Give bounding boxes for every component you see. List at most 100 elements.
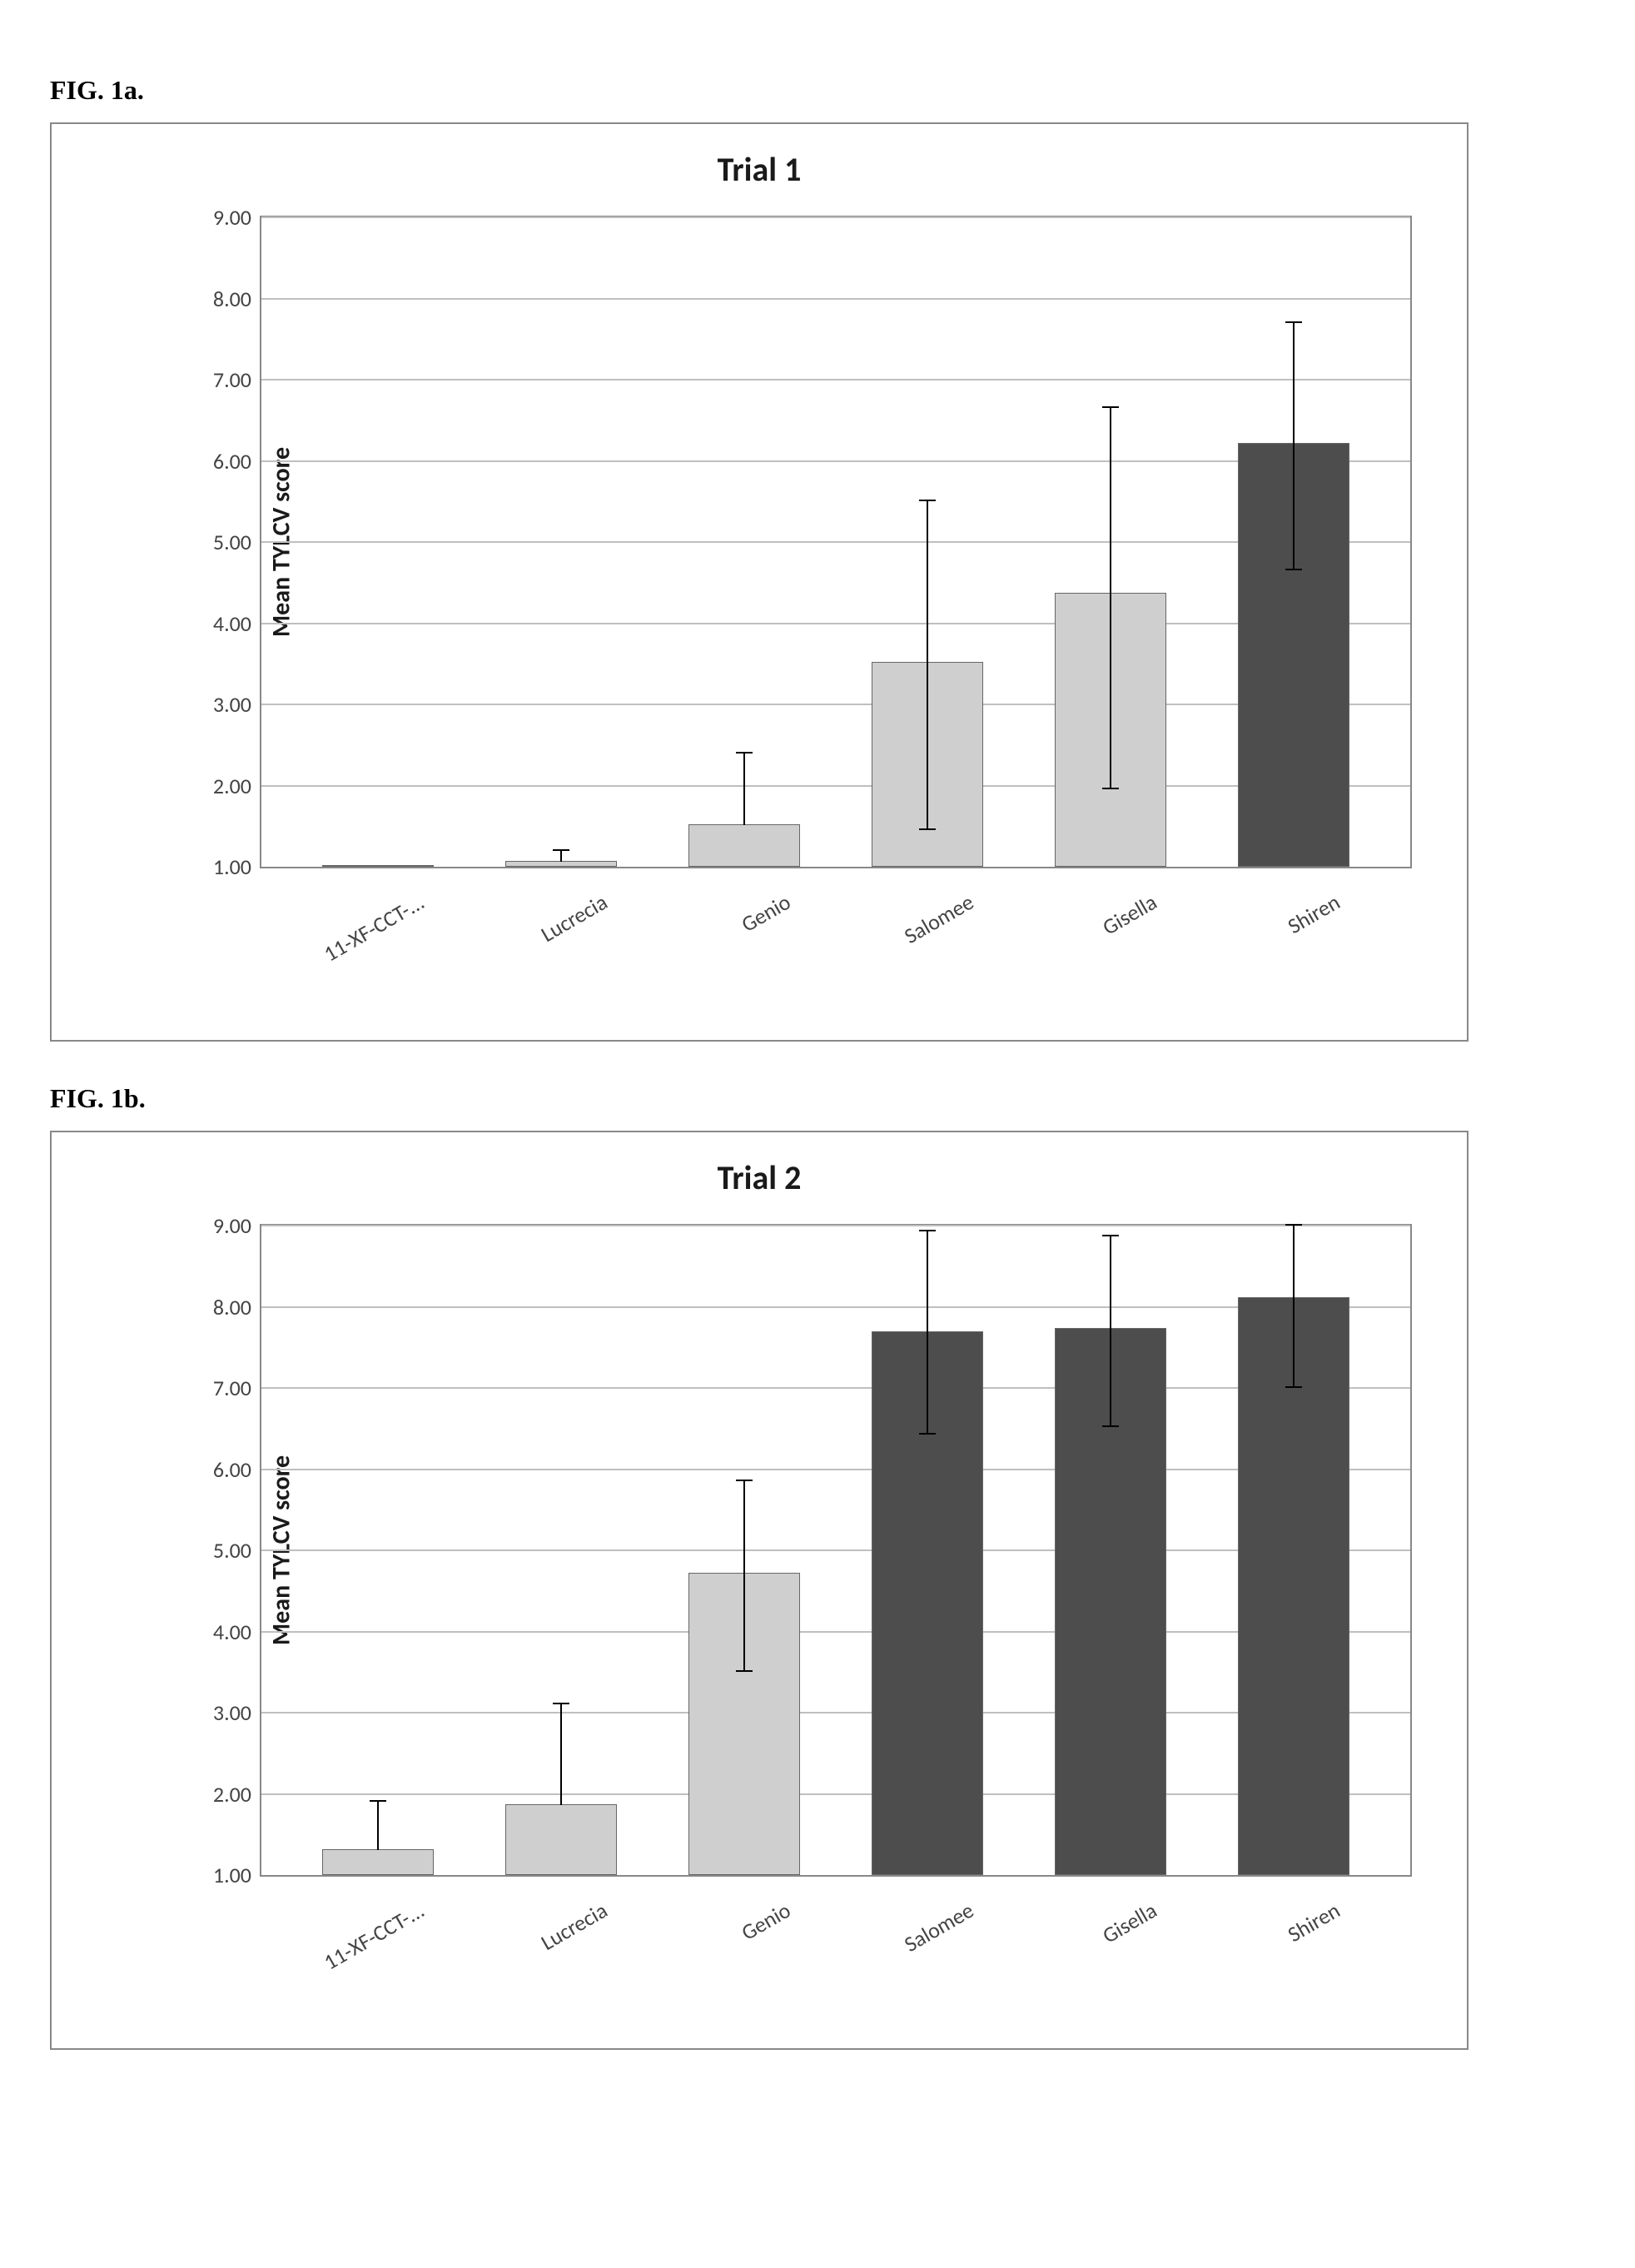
- ytick-label: 4.00: [213, 1619, 261, 1645]
- error-bar-down: [1110, 594, 1111, 788]
- bar: [1238, 1297, 1349, 1875]
- ytick-label: 4.00: [213, 610, 261, 637]
- bar-slot: Shiren: [1202, 1226, 1385, 1875]
- bar: [872, 1331, 983, 1875]
- error-cap: [553, 1703, 569, 1704]
- error-cap: [736, 1670, 753, 1672]
- xtick-label: Lucrecia: [442, 1875, 612, 2003]
- xtick-label: 11-XF-CCT-...: [259, 867, 429, 995]
- error-bar-down: [1293, 444, 1295, 569]
- chart-a-container: Trial 1 Mean TYLCV score 1.002.003.004.0…: [50, 122, 1469, 1042]
- chart-a-plot: Mean TYLCV score 1.002.003.004.005.006.0…: [260, 216, 1412, 868]
- ytick-label: 5.00: [213, 529, 261, 555]
- ytick-label: 7.00: [213, 366, 261, 393]
- bars-group: 11-XF-CCT-...LucreciaGenioSalomeeGisella…: [261, 217, 1410, 867]
- bar-slot: Shiren: [1202, 217, 1385, 867]
- xtick-label: Genio: [625, 1875, 795, 2003]
- error-cap: [1285, 1224, 1302, 1226]
- xtick-label: Shiren: [1175, 867, 1344, 995]
- ytick-label: 1.00: [213, 853, 261, 880]
- ytick-label: 2.00: [213, 1781, 261, 1808]
- xtick-label: Salomee: [808, 867, 978, 995]
- bar-slot: Lucrecia: [470, 217, 653, 867]
- bar: [1055, 593, 1166, 867]
- error-cap: [1102, 406, 1119, 408]
- ytick-label: 8.00: [213, 286, 261, 312]
- bar: [688, 1573, 800, 1875]
- chart-b-container: Trial 2 Mean TYLCV score 1.002.003.004.0…: [50, 1131, 1469, 2050]
- ytick-label: 1.00: [213, 1862, 261, 1888]
- ytick-label: 5.00: [213, 1537, 261, 1564]
- bar-slot: 11-XF-CCT-...: [286, 217, 470, 867]
- bar-slot: Genio: [653, 217, 836, 867]
- error-bar-up: [1293, 1225, 1295, 1298]
- error-cap: [736, 752, 753, 754]
- error-cap: [1285, 569, 1302, 570]
- error-cap: [736, 1480, 753, 1481]
- xtick-label: Gisella: [991, 867, 1161, 995]
- bar-slot: Salomee: [836, 1226, 1019, 1875]
- chart-b-title: Trial 2: [52, 1132, 1467, 1198]
- ytick-label: 9.00: [213, 1212, 261, 1239]
- error-cap: [1102, 1425, 1119, 1427]
- bars-group: 11-XF-CCT-...LucreciaGenioSalomeeGisella…: [261, 1226, 1410, 1875]
- error-cap: [1102, 788, 1119, 789]
- error-cap: [553, 849, 569, 851]
- bar: [505, 1804, 617, 1875]
- chart-a-title: Trial 1: [52, 124, 1467, 190]
- error-bar-up: [927, 1231, 928, 1332]
- error-cap: [919, 1433, 936, 1435]
- bar: [322, 865, 434, 867]
- bar-slot: Gisella: [1019, 1226, 1202, 1875]
- error-bar-up: [927, 500, 928, 663]
- bar-slot: 11-XF-CCT-...: [286, 1226, 470, 1875]
- error-bar-up: [1110, 1236, 1111, 1329]
- error-bar-up: [560, 850, 562, 863]
- xtick-label: Shiren: [1175, 1875, 1344, 2003]
- bar: [1238, 443, 1349, 867]
- bar-slot: Gisella: [1019, 217, 1202, 867]
- ytick-label: 2.00: [213, 773, 261, 799]
- error-bar-up: [1110, 407, 1111, 594]
- xtick-label: Salomee: [808, 1875, 978, 2003]
- bar: [1055, 1328, 1166, 1875]
- error-bar-up: [1293, 322, 1295, 444]
- error-bar-up: [743, 753, 745, 826]
- ytick-label: 3.00: [213, 1699, 261, 1726]
- chart-b-plot: Mean TYLCV score 1.002.003.004.005.006.0…: [260, 1224, 1412, 1877]
- ytick-label: 6.00: [213, 1456, 261, 1483]
- error-bar-up: [743, 1480, 745, 1574]
- error-cap: [1285, 1386, 1302, 1388]
- bar-slot: Lucrecia: [470, 1226, 653, 1875]
- bar: [505, 861, 617, 867]
- ytick-label: 7.00: [213, 1375, 261, 1401]
- error-cap: [919, 500, 936, 501]
- bar: [872, 662, 983, 867]
- error-cap: [370, 1800, 386, 1802]
- bar-slot: Salomee: [836, 217, 1019, 867]
- xtick-label: Genio: [625, 867, 795, 995]
- error-cap: [1102, 1235, 1119, 1236]
- error-cap: [1285, 321, 1302, 323]
- bar: [688, 824, 800, 867]
- bar: [322, 1849, 434, 1875]
- error-cap: [919, 1230, 936, 1231]
- bar-slot: Genio: [653, 1226, 836, 1875]
- error-bar-down: [927, 663, 928, 829]
- xtick-label: Lucrecia: [442, 867, 612, 995]
- ytick-label: 6.00: [213, 448, 261, 475]
- error-bar-up: [560, 1703, 562, 1805]
- ytick-label: 8.00: [213, 1294, 261, 1321]
- xtick-label: Gisella: [991, 1875, 1161, 2003]
- error-bar-down: [743, 1574, 745, 1671]
- figure-b-label: FIG. 1b.: [50, 1083, 1585, 1114]
- error-bar-up: [377, 1801, 379, 1850]
- error-bar-down: [1293, 1298, 1295, 1387]
- error-cap: [919, 828, 936, 830]
- error-bar-down: [927, 1332, 928, 1434]
- ytick-label: 3.00: [213, 691, 261, 718]
- figure-a-label: FIG. 1a.: [50, 75, 1585, 106]
- xtick-label: 11-XF-CCT-...: [259, 1875, 429, 2003]
- error-bar-down: [1110, 1329, 1111, 1426]
- ytick-label: 9.00: [213, 204, 261, 231]
